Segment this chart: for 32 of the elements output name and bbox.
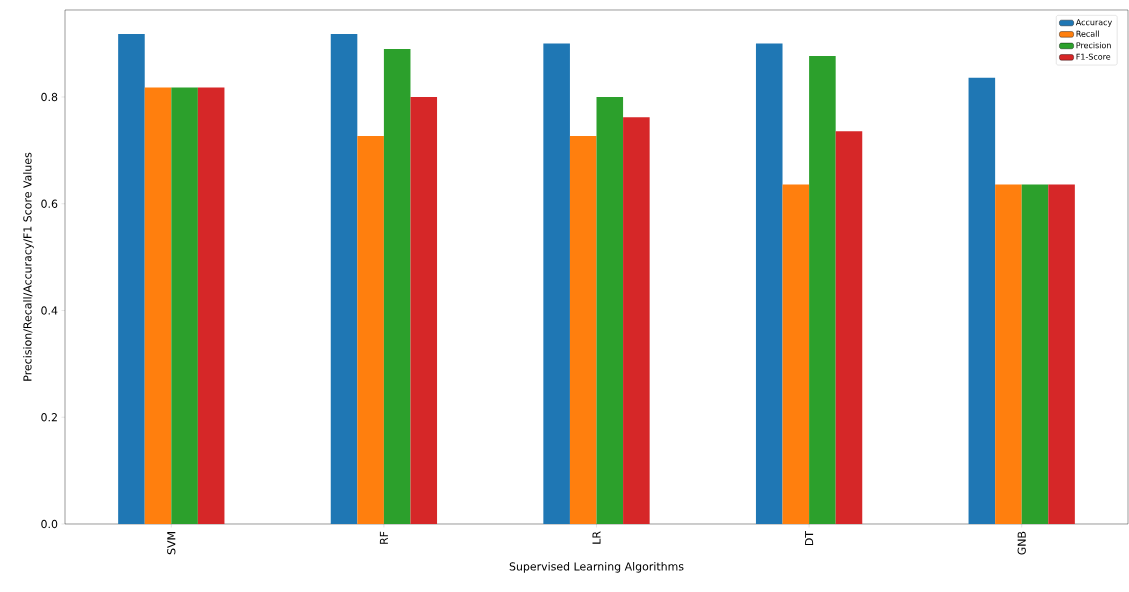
bar	[995, 184, 1022, 524]
y-tick-label: 0.6	[41, 199, 58, 208]
bar	[782, 184, 810, 524]
y-tick-label: 0.4	[41, 306, 58, 315]
x-tick-label: SVM	[167, 532, 176, 555]
x-axis-title: Supervised Learning Algorithms	[509, 562, 684, 573]
y-tick-label: 0.0	[41, 519, 58, 529]
bar	[410, 97, 438, 524]
bar	[835, 131, 863, 524]
bar	[357, 135, 384, 524]
x-tick-label: DT	[805, 531, 814, 546]
bar	[383, 48, 411, 524]
bar	[809, 55, 836, 524]
bar	[623, 117, 650, 524]
y-tick-label: 0.8	[41, 92, 58, 102]
bar	[543, 43, 570, 524]
bar	[596, 97, 624, 524]
bar	[968, 77, 996, 524]
y-tick-label: 0.2	[41, 413, 57, 422]
x-tick-label: RF	[379, 531, 388, 544]
bar	[144, 87, 172, 524]
bar	[330, 34, 358, 524]
x-tick-label: LR	[592, 531, 601, 544]
bar	[755, 43, 783, 524]
bar	[118, 34, 145, 524]
x-tick-label: GNB	[1017, 531, 1026, 555]
bar	[197, 87, 225, 524]
y-axis-title: Precision/Recall/Accuracy/F1 Score Values	[23, 152, 34, 381]
bar	[171, 87, 198, 524]
bar	[1021, 184, 1049, 524]
bar	[1048, 184, 1075, 524]
bar	[569, 135, 597, 524]
